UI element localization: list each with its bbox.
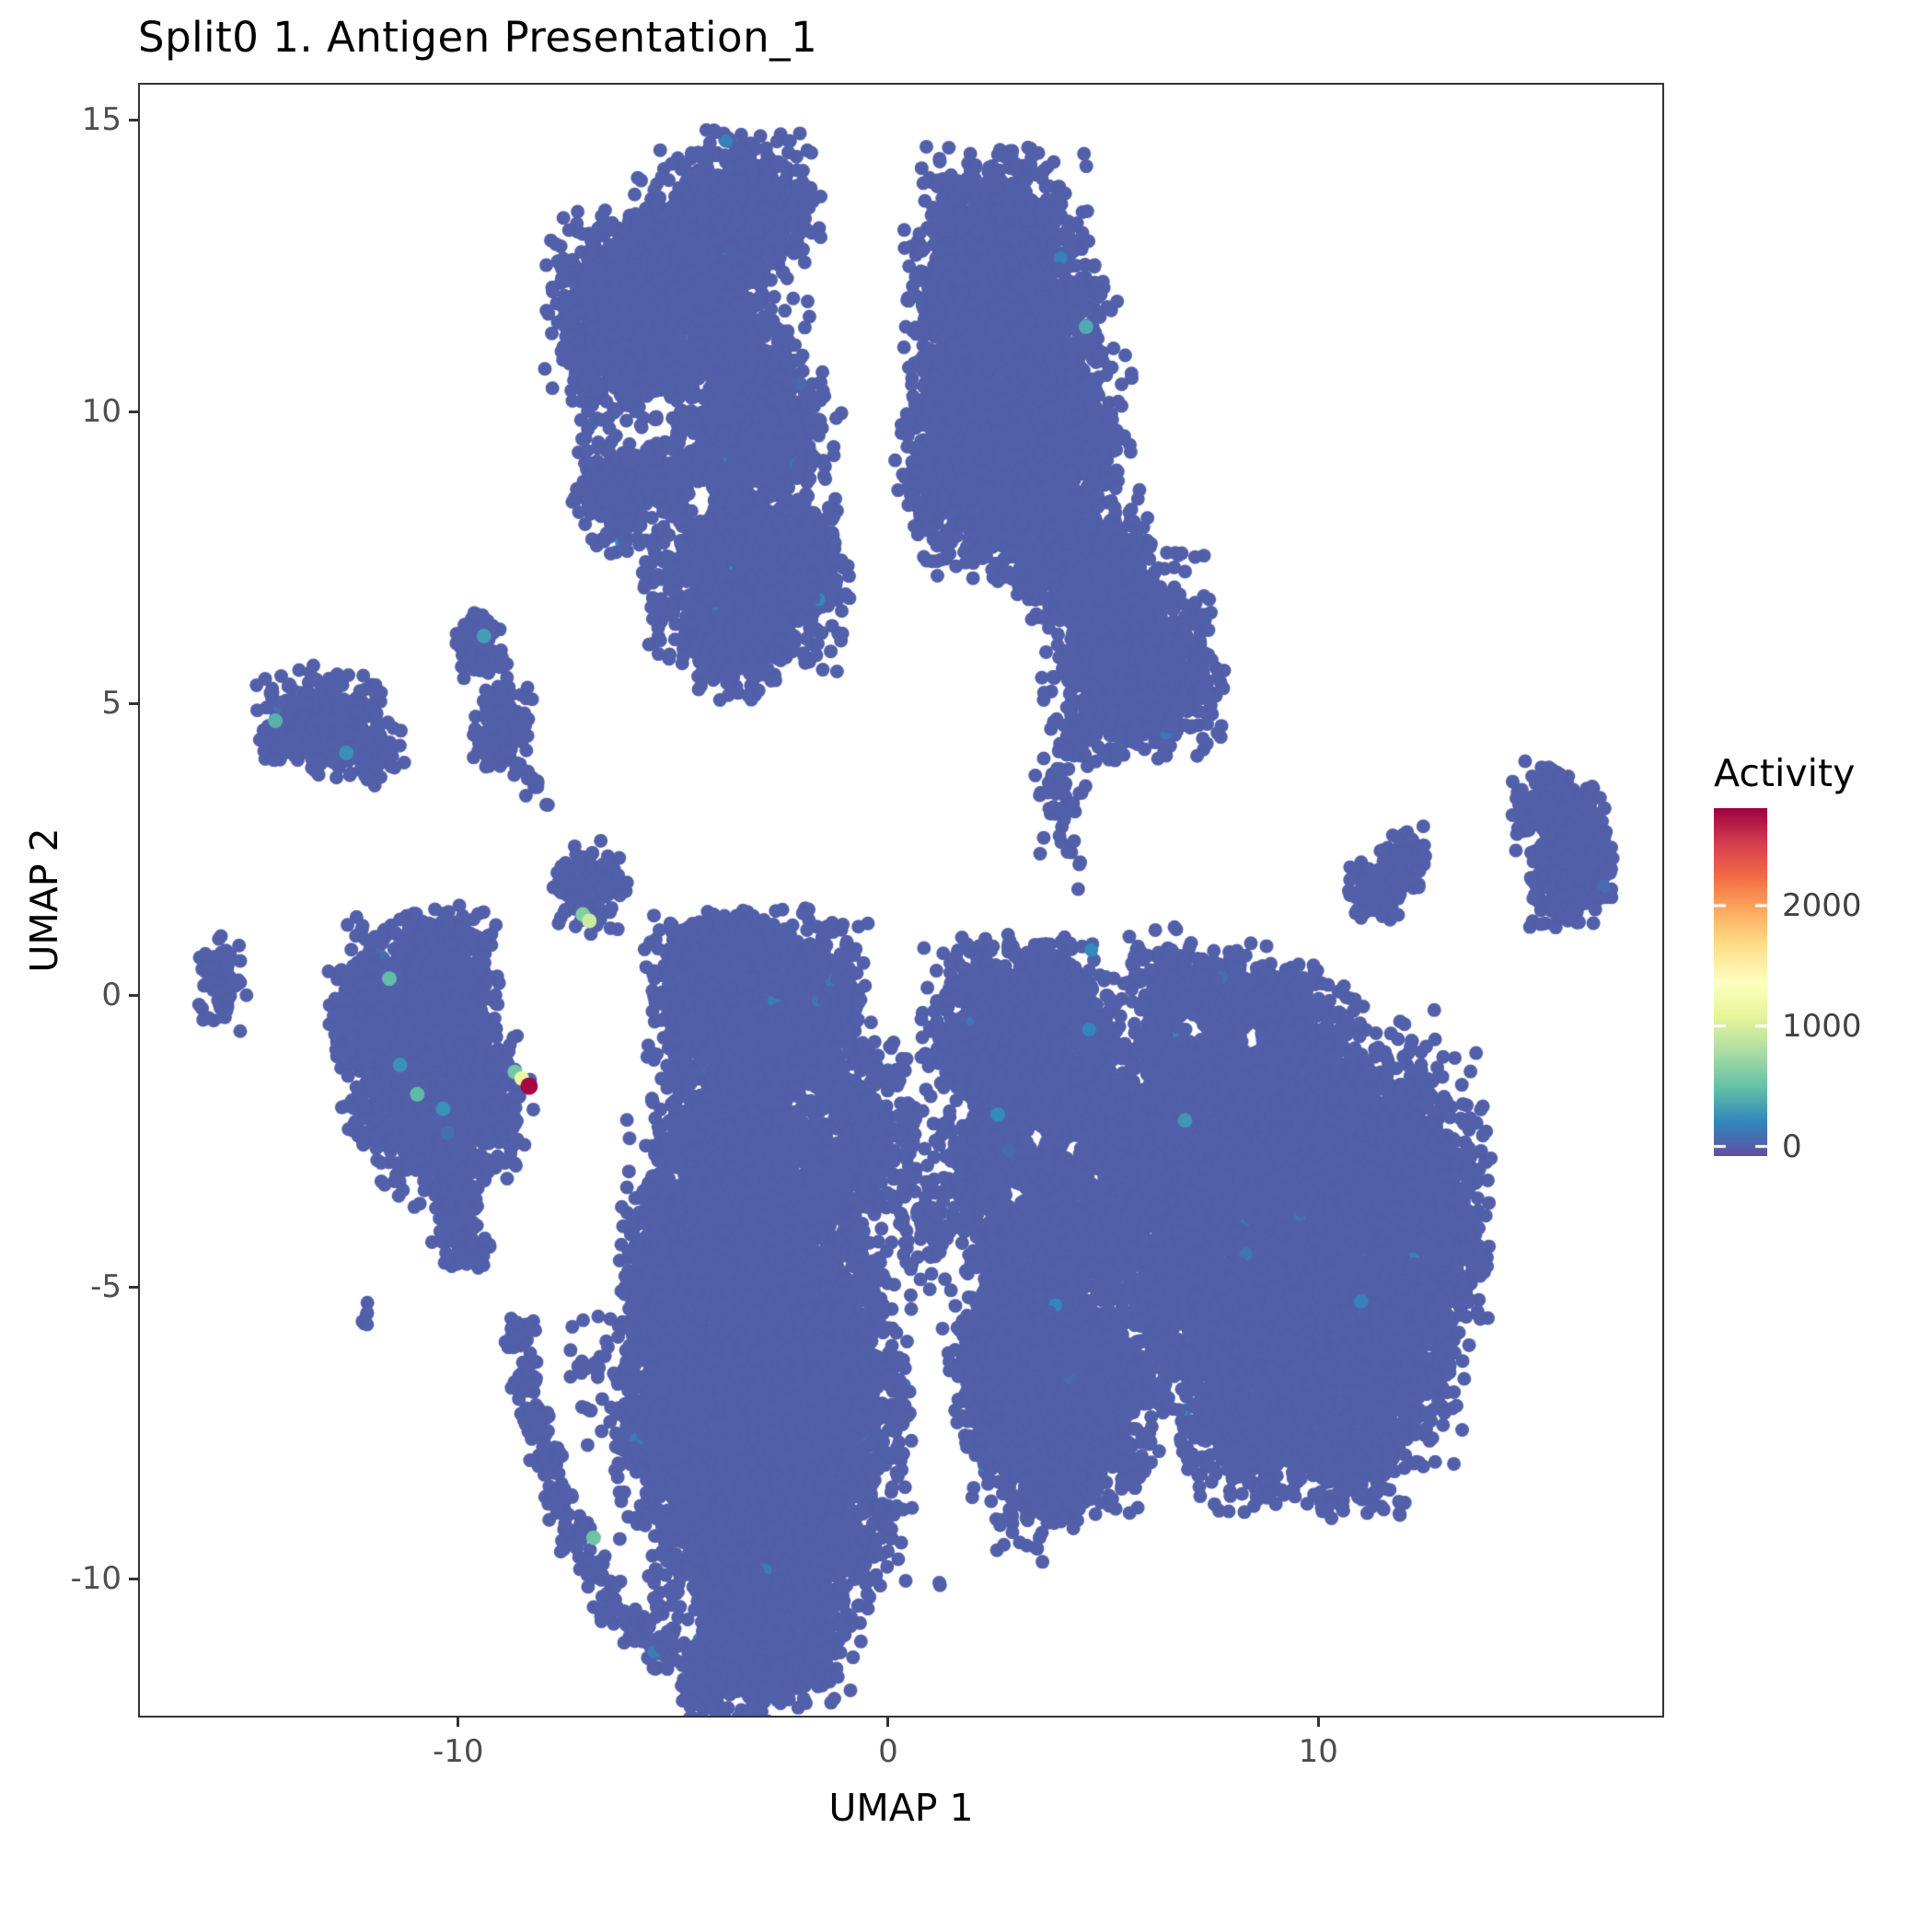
legend-tick-label: 2000 bbox=[1782, 886, 1862, 924]
y-tick-mark bbox=[129, 410, 138, 413]
scatter-canvas bbox=[140, 85, 1662, 1716]
x-tick-mark bbox=[1316, 1718, 1320, 1727]
legend-colorbar bbox=[1714, 808, 1767, 1156]
x-axis-title: UMAP 1 bbox=[828, 1786, 974, 1830]
y-axis-title: UMAP 2 bbox=[22, 827, 66, 973]
x-tick-mark bbox=[457, 1718, 460, 1727]
x-tick-label: 0 bbox=[878, 1733, 898, 1770]
x-tick-label: -10 bbox=[432, 1733, 484, 1770]
y-tick-label: -10 bbox=[70, 1560, 121, 1597]
x-tick-label: 10 bbox=[1298, 1733, 1338, 1770]
y-tick-label: 0 bbox=[101, 977, 121, 1014]
y-tick-label: 5 bbox=[101, 685, 121, 723]
plot-panel bbox=[138, 83, 1664, 1718]
plot-title: Split0 1. Antigen Presentation_1 bbox=[138, 13, 818, 62]
y-tick-mark bbox=[129, 1577, 138, 1580]
legend-tick-label: 1000 bbox=[1782, 1007, 1862, 1045]
y-tick-label: -5 bbox=[90, 1268, 121, 1306]
y-tick-mark bbox=[129, 993, 138, 997]
y-tick-label: 15 bbox=[81, 101, 121, 139]
legend-title: Activity bbox=[1714, 751, 1856, 795]
x-tick-mark bbox=[886, 1718, 890, 1727]
y-tick-mark bbox=[129, 1285, 138, 1289]
y-tick-label: 10 bbox=[81, 393, 121, 431]
y-tick-mark bbox=[129, 118, 138, 121]
legend-tick-label: 0 bbox=[1782, 1128, 1802, 1165]
y-tick-mark bbox=[129, 701, 138, 705]
